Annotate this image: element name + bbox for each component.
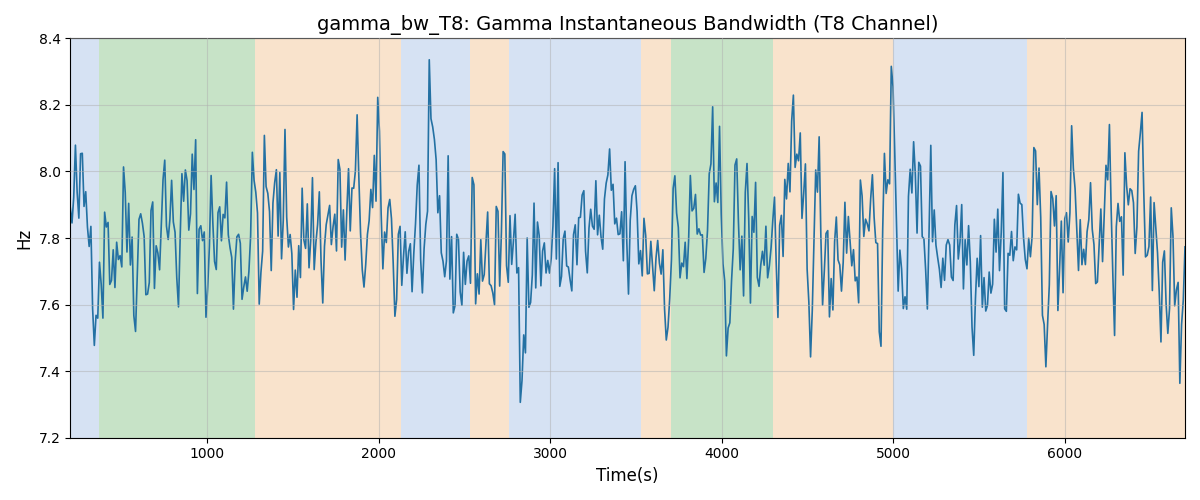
Bar bbox=[256, 38, 401, 438]
Bar bbox=[509, 38, 641, 438]
Title: gamma_bw_T8: Gamma Instantaneous Bandwidth (T8 Channel): gamma_bw_T8: Gamma Instantaneous Bandwid… bbox=[317, 15, 938, 35]
Bar bbox=[774, 38, 894, 438]
Bar bbox=[1027, 38, 1056, 438]
Bar bbox=[100, 38, 256, 438]
X-axis label: Time(s): Time(s) bbox=[596, 467, 659, 485]
Bar bbox=[1056, 38, 1186, 438]
Bar bbox=[71, 38, 100, 438]
Bar bbox=[894, 38, 1027, 438]
Bar bbox=[401, 38, 470, 438]
Bar bbox=[470, 38, 509, 438]
Bar bbox=[671, 38, 774, 438]
Y-axis label: Hz: Hz bbox=[16, 228, 34, 248]
Bar bbox=[641, 38, 671, 438]
